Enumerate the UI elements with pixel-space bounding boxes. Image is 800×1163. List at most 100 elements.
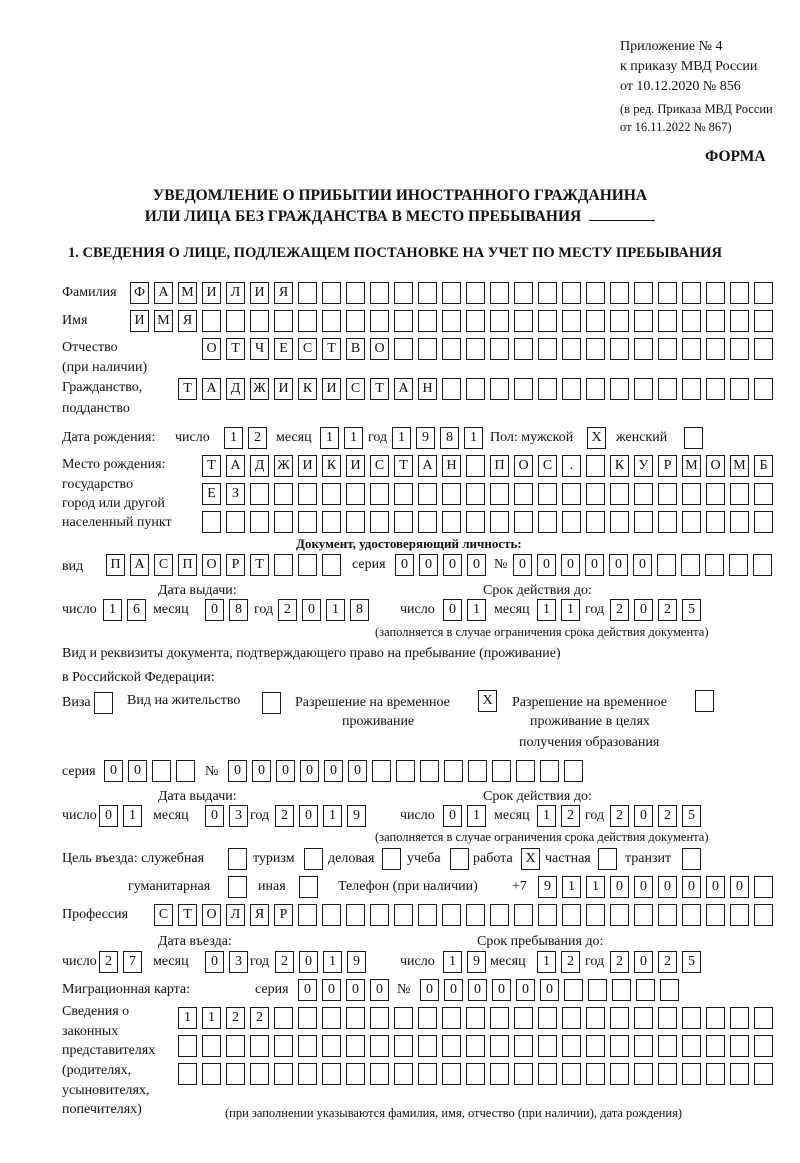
char-box[interactable] [370, 1035, 389, 1057]
char-box[interactable] [418, 1063, 437, 1085]
char-box[interactable] [370, 1063, 389, 1085]
char-box[interactable]: 1 [103, 599, 122, 621]
char-box[interactable] [346, 904, 365, 926]
char-box[interactable] [562, 282, 581, 304]
char-box[interactable] [492, 760, 511, 782]
char-box[interactable] [682, 483, 701, 505]
char-box[interactable]: Р [658, 455, 677, 477]
char-box[interactable] [418, 1007, 437, 1029]
char-box[interactable]: 1 [320, 427, 339, 449]
char-box[interactable]: 9 [538, 876, 557, 898]
char-box[interactable] [418, 483, 437, 505]
char-box[interactable] [754, 310, 773, 332]
char-box[interactable] [754, 338, 773, 360]
char-box[interactable]: 0 [299, 805, 318, 827]
char-box[interactable]: 0 [348, 760, 367, 782]
char-box[interactable]: К [322, 455, 341, 477]
char-box[interactable]: Н [442, 455, 461, 477]
char-box[interactable] [490, 282, 509, 304]
char-box[interactable] [514, 310, 533, 332]
char-box[interactable] [490, 511, 509, 533]
char-box[interactable] [730, 1035, 749, 1057]
char-box[interactable] [298, 1007, 317, 1029]
char-box[interactable]: П [178, 554, 197, 576]
char-box[interactable]: 5 [682, 951, 701, 973]
char-box[interactable] [658, 511, 677, 533]
char-box[interactable] [394, 310, 413, 332]
char-box[interactable] [562, 1035, 581, 1057]
char-box[interactable]: 2 [275, 951, 294, 973]
checkbox[interactable] [94, 692, 113, 714]
char-box[interactable] [442, 1035, 461, 1057]
char-box[interactable]: Д [226, 378, 245, 400]
char-box[interactable]: 1 [326, 599, 345, 621]
char-box[interactable] [226, 511, 245, 533]
char-box[interactable] [178, 1063, 197, 1085]
char-box[interactable]: 8 [440, 427, 459, 449]
char-box[interactable] [562, 378, 581, 400]
char-box[interactable] [658, 1063, 677, 1085]
char-box[interactable] [370, 310, 389, 332]
char-box[interactable] [466, 455, 485, 477]
char-box[interactable] [514, 1063, 533, 1085]
char-box[interactable]: М [682, 455, 701, 477]
char-box[interactable]: 0 [104, 760, 123, 782]
char-box[interactable] [706, 378, 725, 400]
char-box[interactable] [610, 338, 629, 360]
char-box[interactable]: 0 [300, 760, 319, 782]
char-box[interactable] [250, 310, 269, 332]
char-box[interactable] [370, 511, 389, 533]
char-box[interactable]: Я [250, 904, 269, 926]
char-box[interactable] [634, 1035, 653, 1057]
char-box[interactable]: 0 [468, 979, 487, 1001]
residence-checkbox[interactable] [262, 692, 286, 714]
char-box[interactable] [706, 310, 725, 332]
char-box[interactable] [514, 1035, 533, 1057]
purpose-work-checkbox[interactable]: X [521, 848, 545, 870]
char-box[interactable] [490, 378, 509, 400]
char-box[interactable]: И [274, 378, 293, 400]
char-box[interactable] [586, 483, 605, 505]
char-box[interactable] [682, 310, 701, 332]
purpose-transit-checkbox[interactable] [682, 848, 706, 870]
char-box[interactable]: 0 [302, 599, 321, 621]
char-box[interactable] [322, 904, 341, 926]
char-box[interactable] [753, 554, 772, 576]
char-box[interactable] [682, 511, 701, 533]
char-box[interactable]: Д [250, 455, 269, 477]
char-box[interactable] [754, 378, 773, 400]
representatives-boxes-2[interactable] [178, 1035, 778, 1057]
char-box[interactable]: 6 [127, 599, 146, 621]
char-box[interactable] [634, 338, 653, 360]
char-box[interactable] [346, 483, 365, 505]
trp-checkbox[interactable]: X [478, 690, 502, 712]
char-box[interactable] [610, 511, 629, 533]
char-box[interactable] [298, 511, 317, 533]
char-box[interactable]: 1 [561, 599, 580, 621]
char-box[interactable] [298, 483, 317, 505]
char-box[interactable] [418, 338, 437, 360]
checkbox[interactable] [684, 427, 703, 449]
char-box[interactable]: 0 [298, 979, 317, 1001]
char-box[interactable]: С [154, 554, 173, 576]
char-box[interactable]: 0 [443, 805, 462, 827]
char-box[interactable] [586, 310, 605, 332]
char-box[interactable]: 0 [516, 979, 535, 1001]
char-box[interactable]: И [346, 455, 365, 477]
char-box[interactable]: Т [394, 455, 413, 477]
char-box[interactable] [730, 511, 749, 533]
char-box[interactable] [610, 282, 629, 304]
char-box[interactable] [586, 455, 605, 477]
checkbox[interactable] [598, 848, 617, 870]
char-box[interactable]: А [226, 455, 245, 477]
char-box[interactable]: 7 [123, 951, 142, 973]
char-box[interactable] [394, 1007, 413, 1029]
char-box[interactable] [562, 904, 581, 926]
char-box[interactable] [442, 378, 461, 400]
char-box[interactable]: 2 [99, 951, 118, 973]
